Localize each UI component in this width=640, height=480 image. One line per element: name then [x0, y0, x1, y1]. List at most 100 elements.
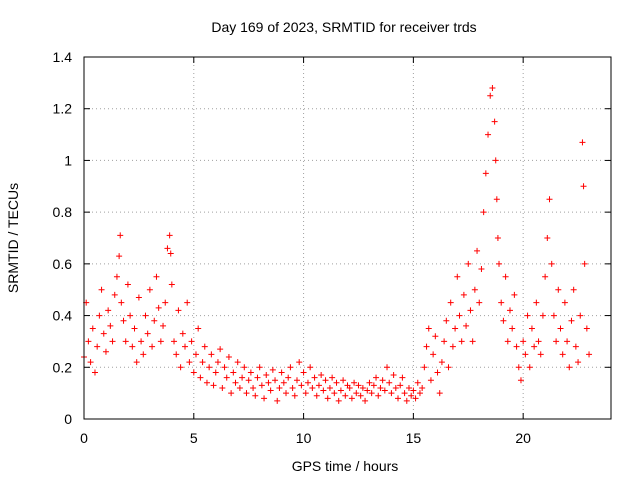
data-point [283, 390, 290, 397]
data-point [263, 372, 270, 379]
data-point [520, 338, 527, 345]
data-point [298, 382, 305, 389]
data-point [160, 322, 167, 329]
data-point [526, 364, 533, 371]
data-point [355, 382, 362, 389]
data-point [432, 333, 439, 340]
data-point [351, 379, 358, 386]
data-point [476, 299, 483, 306]
data-point [107, 322, 114, 329]
y-tick-label: 0.4 [53, 308, 73, 324]
data-point [502, 273, 509, 280]
data-point [386, 379, 393, 386]
data-point [340, 377, 347, 384]
data-point [423, 343, 430, 350]
data-point [511, 291, 518, 298]
x-tick-label: 5 [190, 430, 198, 446]
data-point [555, 286, 562, 293]
data-point [113, 273, 120, 280]
data-point [254, 374, 261, 381]
data-point [436, 390, 443, 397]
data-point [522, 351, 529, 358]
data-point [412, 395, 419, 402]
data-point [494, 235, 501, 241]
data-point [250, 384, 257, 391]
data-point [403, 397, 410, 404]
data-point [293, 377, 300, 384]
data-point [140, 351, 147, 358]
data-point [395, 395, 402, 402]
data-point [234, 359, 241, 366]
data-point [315, 382, 322, 389]
data-point [223, 374, 230, 381]
data-point [489, 85, 496, 92]
data-point [219, 384, 226, 391]
data-point [553, 338, 560, 345]
chart-title: Day 169 of 2023, SRMTID for receiver trd… [211, 19, 476, 35]
data-point [138, 338, 145, 345]
y-tick-label: 0 [64, 411, 72, 427]
data-point [524, 312, 531, 319]
data-point [419, 384, 426, 391]
data-point [401, 390, 408, 397]
data-point [359, 384, 366, 391]
data-point [94, 343, 101, 350]
data-point [580, 183, 587, 190]
data-point [269, 366, 276, 373]
data-point [575, 359, 582, 366]
data-point [572, 343, 579, 350]
data-point [348, 395, 355, 402]
data-point [322, 377, 329, 384]
data-point [302, 390, 309, 397]
y-axis-label: SRMTID / TECUs [5, 183, 21, 293]
data-point [460, 291, 467, 298]
data-point [491, 118, 498, 125]
data-point [131, 325, 138, 332]
data-point [272, 377, 279, 384]
data-point [500, 317, 507, 324]
data-point [166, 232, 173, 239]
data-point [309, 384, 316, 391]
data-point [478, 266, 485, 273]
data-point [335, 397, 342, 404]
data-point [300, 369, 307, 376]
data-point [583, 325, 590, 332]
y-tick-label: 1 [64, 152, 72, 168]
data-point [570, 286, 577, 293]
data-point [379, 377, 386, 384]
data-point [430, 351, 437, 358]
data-point [318, 372, 325, 379]
data-point [199, 359, 206, 366]
data-point [256, 364, 263, 371]
data-point [485, 131, 492, 138]
data-point [581, 260, 588, 267]
data-point [482, 170, 489, 177]
data-point [542, 273, 549, 280]
data-point [531, 343, 538, 350]
data-point [243, 390, 250, 397]
data-point [98, 286, 105, 293]
data-point [247, 369, 254, 376]
data-point [384, 364, 391, 371]
data-point [586, 351, 593, 358]
data-point [149, 343, 156, 350]
data-point [579, 139, 586, 146]
data-point [241, 364, 248, 371]
data-point [274, 397, 281, 404]
data-point [105, 307, 112, 314]
data-point [517, 377, 524, 384]
data-point [144, 330, 151, 337]
data-point [388, 390, 395, 397]
data-point [287, 364, 294, 371]
data-point [278, 369, 285, 376]
data-point [225, 353, 232, 360]
data-points [81, 85, 593, 404]
data-point [469, 338, 476, 345]
data-point [454, 273, 461, 280]
data-point [155, 304, 162, 311]
data-point [456, 312, 463, 319]
data-point [232, 379, 239, 386]
data-point [307, 364, 314, 371]
data-point [434, 369, 441, 376]
data-point [118, 299, 125, 306]
